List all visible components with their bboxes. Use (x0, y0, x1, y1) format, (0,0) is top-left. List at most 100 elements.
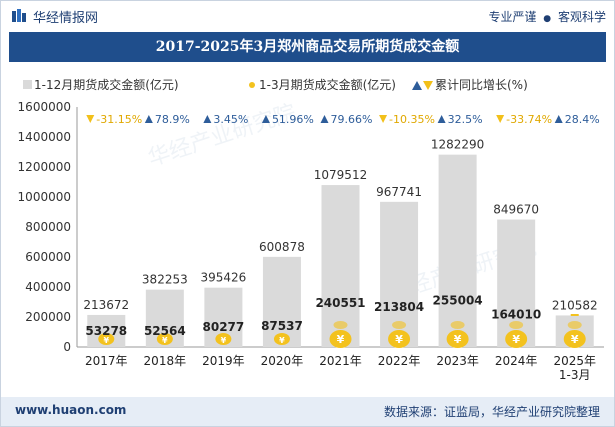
coin-icon (567, 321, 582, 329)
x-tick-label: 2023年 (436, 354, 479, 368)
x-tick-label: 2024年 (495, 354, 538, 368)
growth-arrow-up-icon (320, 115, 329, 123)
watermark: 华经产业研究院 (145, 100, 299, 171)
x-tick-label: 2021年 (319, 354, 362, 368)
marker-value-label: 213804 (374, 300, 424, 314)
footer-source: 数据来源：证监局，华经产业研究院整理 (383, 405, 600, 419)
growth-label: 28.4% (565, 113, 600, 126)
title-bar: 2017-2025年3月郑州商品交易所期货成交金额 (9, 32, 606, 62)
x-tick-label: 2017年 (85, 354, 128, 368)
growth-label: 32.5% (448, 113, 483, 126)
growth-arrow-up-icon (261, 115, 270, 123)
top-bar: 华经情报网 专业严谨 ● 客观科学 (1, 1, 614, 31)
y-tick-label: 400000 (25, 280, 71, 294)
growth-label: -33.74% (506, 113, 552, 126)
legend-marker-label: 1-3月期货成交金额(亿元) (259, 77, 396, 92)
coin-icon (509, 321, 524, 329)
growth-label: -31.15% (96, 113, 142, 126)
footer-website: www.huaon.com (15, 403, 127, 417)
coin-icon (215, 333, 232, 345)
coin-symbol: ¥ (454, 333, 462, 346)
coin-icon (273, 333, 290, 345)
x-tick-label: 2025年 (553, 354, 596, 368)
bar-value-label: 1282290 (431, 138, 484, 152)
growth-arrow-up-icon (554, 115, 563, 123)
growth-arrow-down-icon (496, 115, 505, 123)
y-tick-label: 1400000 (18, 130, 71, 144)
chart: 1-12月期货成交金额(亿元) 1-3月期货成交金额(亿元) 累计同比增长(%)02… (18, 77, 604, 382)
growth-label: 79.66% (331, 113, 373, 126)
bar-value-label: 600878 (259, 240, 305, 254)
y-tick-label: 1000000 (18, 190, 71, 204)
growth-arrow-up-icon (437, 115, 446, 123)
marker-value-label: 52564 (144, 324, 186, 338)
coin-icon (446, 330, 469, 348)
growth-arrow-up-icon (144, 115, 153, 123)
growth-label: 51.96% (272, 113, 314, 126)
coin-symbol: ¥ (103, 336, 109, 345)
legend-growth-label: 累计同比增长(%) (435, 78, 528, 92)
marker-value-label: 53278 (85, 324, 127, 338)
growth-arrow-down-icon (379, 115, 388, 123)
y-tick-label: 800000 (25, 220, 71, 234)
bar (438, 154, 477, 347)
coin-icon (156, 333, 173, 345)
coin-icon (505, 330, 528, 348)
coin-icon (563, 330, 586, 348)
footer: www.huaon.com 数据来源：证监局，华经产业研究院整理 (1, 397, 614, 426)
coin-symbol: ¥ (571, 333, 579, 346)
bar (321, 185, 360, 347)
slogan-separator: ● (543, 14, 552, 24)
x-tick-label: 2020年 (261, 354, 304, 368)
y-tick-label: 1200000 (18, 160, 71, 174)
bar-value-label: 213672 (83, 298, 129, 312)
bar-value-label: 1079512 (314, 168, 367, 182)
coin-icon (388, 330, 411, 348)
coin-icon (329, 330, 352, 348)
growth-label: 78.9% (155, 113, 190, 126)
coin-symbol: ¥ (337, 333, 345, 346)
coin-icon (450, 321, 465, 329)
bar-value-label: 382253 (142, 273, 188, 287)
y-tick-label: 1600000 (18, 100, 71, 114)
growth-label: 3.45% (213, 113, 248, 126)
y-tick-label: 200000 (25, 310, 71, 324)
legend-bar-label: 1-12月期货成交金额(亿元) (34, 77, 179, 92)
bar-value-label: 395426 (200, 271, 246, 285)
coin-symbol: ¥ (395, 333, 403, 346)
x-tick-label: 2018年 (144, 354, 187, 368)
bar (262, 256, 301, 347)
slogan-tag-1: 专业严谨 (488, 10, 537, 24)
growth-label: -10.35% (389, 113, 435, 126)
coin-icon (98, 333, 115, 345)
legend-arrow-up-icon (412, 81, 422, 90)
slogan: 专业严谨 ● 客观科学 (488, 8, 606, 25)
legend-bar-swatch (23, 80, 32, 89)
slogan-tag-2: 客观科学 (557, 10, 606, 24)
marker-value-label: 255004 (433, 294, 483, 308)
bar-value-label: 210582 (552, 298, 598, 312)
marker-value-label: 80277 (203, 320, 245, 334)
bar-value-label: 849670 (493, 203, 539, 217)
x-tick-label: 2022年 (378, 354, 421, 368)
x-tick-label: 2019年 (202, 354, 245, 368)
bar-value-label: 967741 (376, 185, 422, 199)
y-tick-label: 0 (63, 340, 71, 354)
chart-title: 2017-2025年3月郑州商品交易所期货成交金额 (155, 39, 460, 55)
y-tick-label: 600000 (25, 250, 71, 264)
legend-marker-swatch (249, 82, 255, 88)
coin-icon (392, 321, 407, 329)
coin-symbol: ¥ (279, 336, 285, 345)
logo-icon (12, 9, 26, 22)
x-tick-label: 1-3月 (559, 368, 591, 382)
coin-icon (333, 321, 348, 329)
brand-name: 华经情报网 (33, 11, 99, 26)
legend-arrow-down-icon (423, 81, 433, 90)
marker-value-label: 164010 (491, 307, 541, 321)
marker-value-label: 240551 (315, 296, 365, 310)
growth-arrow-down-icon (86, 115, 95, 123)
marker-value-label: 87537 (261, 319, 303, 333)
coin-symbol: ¥ (162, 336, 168, 345)
growth-arrow-up-icon (203, 115, 212, 123)
